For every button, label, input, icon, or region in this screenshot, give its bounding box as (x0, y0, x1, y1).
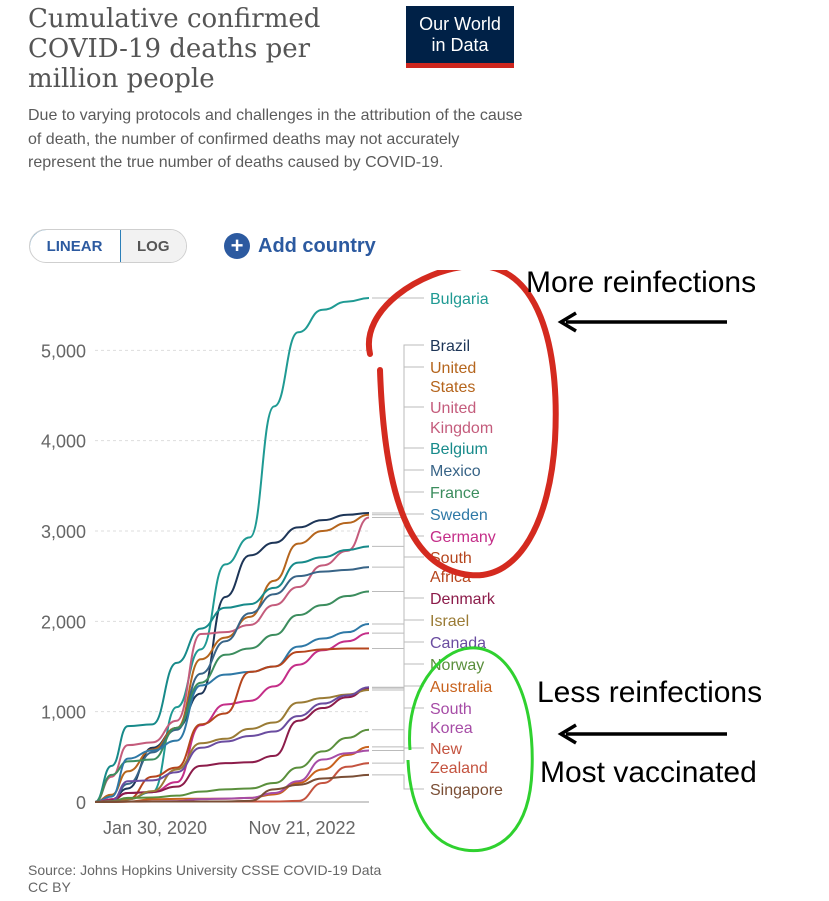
series-line-canada[interactable] (94, 686, 370, 803)
label-connector (372, 535, 424, 634)
chart-subtitle: Due to varying protocols and challenges … (28, 107, 523, 171)
series-label-bulgaria[interactable]: Bulgaria (430, 291, 489, 308)
series-line-norway[interactable] (94, 728, 370, 803)
green-ellipse (406, 646, 534, 853)
series-line-united-kingdom[interactable] (94, 516, 370, 803)
y-axis-ticks: 0 1,000 2,000 3,000 4,000 5,000 (41, 341, 86, 813)
source-note: Source: Johns Hopkins University CSSE CO… (28, 862, 381, 896)
series-label-mexico[interactable]: Mexico (430, 463, 481, 480)
label-connectors (372, 297, 424, 790)
arrow-head (557, 723, 577, 745)
series-line-brazil[interactable] (94, 511, 370, 803)
series-label-united-kingdom[interactable]: Kingdom (430, 420, 493, 437)
series-label-new-zealand[interactable]: Zealand (430, 760, 488, 777)
label-connector (372, 597, 424, 689)
license-text: CC BY (28, 879, 71, 895)
chart-grid (95, 349, 369, 803)
label-connector (372, 513, 424, 625)
series-line-denmark[interactable] (94, 687, 370, 803)
series-label-singapore[interactable]: Singapore (430, 782, 503, 799)
label-connector (372, 774, 424, 790)
series-label-brazil[interactable]: Brazil (430, 338, 470, 355)
scale-toggle: LINEAR LOG (29, 229, 187, 263)
annotation-most-vaccinated: Most vaccinated (540, 756, 757, 789)
y-tick-label: 3,000 (41, 522, 86, 542)
logo-line-1: Our World (419, 14, 501, 34)
source-text: Source: Johns Hopkins University CSSE CO… (28, 862, 382, 878)
series-label-sweden[interactable]: Sweden (430, 507, 488, 524)
line-chart: 0 1,000 2,000 3,000 4,000 5,000 Jan 30, 2020 N… (41, 270, 727, 853)
arrow-head (557, 311, 577, 333)
chart-title: Cumulative confirmed COVID-19 deaths per… (28, 4, 321, 94)
plus-circle-icon: + (224, 233, 250, 259)
linear-scale-button[interactable]: LINEAR (30, 230, 121, 262)
series-label-south-korea[interactable]: South (430, 701, 472, 718)
x-tick-label: Jan 30, 2020 (103, 818, 207, 838)
series-label-australia[interactable]: Australia (430, 679, 492, 696)
add-country-button[interactable]: + Add country (224, 232, 376, 260)
series-label-new-zealand[interactable]: New (430, 741, 462, 758)
series-label-norway[interactable]: Norway (430, 657, 484, 674)
series-line-france[interactable] (94, 590, 370, 803)
log-scale-button[interactable]: LOG (120, 230, 186, 262)
label-connector (372, 469, 424, 568)
y-tick-label: 1,000 (41, 703, 86, 723)
series-label-united-states[interactable]: United (430, 360, 476, 377)
series-label-united-states[interactable]: States (430, 379, 475, 396)
series-lines (94, 296, 370, 803)
series-label-denmark[interactable]: Denmark (430, 591, 496, 608)
annotation-shapes (365, 270, 727, 853)
series-line-belgium[interactable] (94, 545, 370, 803)
series-line-israel[interactable] (94, 688, 370, 803)
x-axis-ticks: Jan 30, 2020 Nov 21, 2022 (103, 818, 356, 838)
y-tick-label: 0 (76, 793, 86, 813)
annotation-less-reinfections: Less reinfections (537, 676, 763, 709)
x-tick-label: Nov 21, 2022 (248, 818, 355, 838)
series-line-mexico[interactable] (94, 566, 370, 803)
series-line-singapore[interactable] (94, 773, 370, 803)
label-connector (372, 747, 424, 764)
owid-logo[interactable]: Our World in Data (406, 6, 514, 68)
series-line-sweden[interactable] (94, 623, 370, 803)
series-label-south-korea[interactable]: Korea (430, 720, 473, 737)
series-label-israel[interactable]: Israel (430, 613, 469, 630)
red-ellipse (365, 270, 559, 579)
logo-line-2: in Data (431, 35, 489, 55)
y-tick-label: 5,000 (41, 341, 86, 361)
label-connector (372, 619, 424, 691)
y-tick-label: 4,000 (41, 432, 86, 452)
y-tick-label: 2,000 (41, 612, 86, 632)
series-label-belgium[interactable]: Belgium (430, 441, 488, 458)
annotation-more-reinfections: More reinfections (526, 266, 757, 299)
series-label-france[interactable]: France (430, 485, 480, 502)
series-label-germany[interactable]: Germany (430, 529, 496, 546)
series-label-united-kingdom[interactable]: United (430, 400, 476, 417)
series-line-united-states[interactable] (94, 513, 370, 803)
series-labels: Bulgaria Brazil United States United Kingdom B… (430, 291, 503, 799)
label-connector (372, 556, 424, 649)
add-country-label: Add country (258, 234, 376, 257)
